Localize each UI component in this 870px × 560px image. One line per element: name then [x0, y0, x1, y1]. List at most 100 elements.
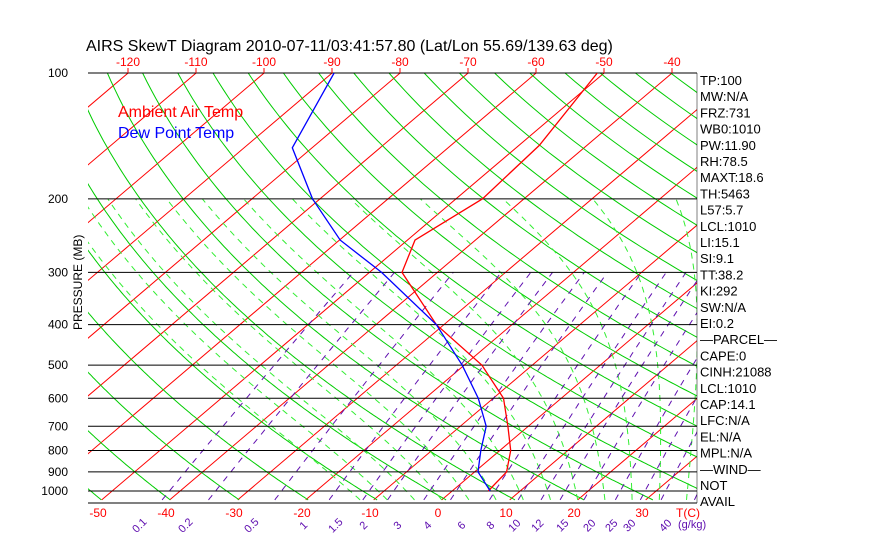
top-temp-tick-label: -70	[459, 55, 477, 69]
top-temp-tick-label: -100	[252, 55, 276, 69]
mixing-ratio-line	[450, 272, 608, 501]
mixing-ratio-tick-label: 1	[297, 519, 310, 532]
top-temp-tick-label: -110	[184, 55, 207, 69]
legend-ambient-air-temp: Ambient Air Temp	[118, 104, 243, 121]
mixing-ratio-line	[208, 272, 395, 501]
mixing-ratio-tick-label: 1.5	[326, 516, 345, 535]
isotherm-line	[88, 73, 265, 224]
bottom-temp-tick-label: -40	[157, 506, 175, 520]
dry-adiabat-line	[142, 73, 654, 501]
dry-adiabat-line	[388, 73, 697, 310]
mixing-ratio-line	[274, 272, 454, 501]
top-temp-tick-label: -40	[663, 55, 681, 69]
stat-item: MAXT:18.6	[700, 170, 764, 185]
dry-adiabat-line	[458, 73, 697, 254]
dry-adiabat-line	[106, 73, 585, 501]
isotherm-line	[88, 73, 197, 166]
mixing-ratio-tick-label: 20	[581, 517, 598, 534]
pressure-tick-label: 200	[48, 192, 68, 206]
stat-item: LCL:1010	[700, 219, 756, 234]
moist-adiabat-line	[88, 206, 388, 501]
stat-item: CAP:14.1	[700, 397, 756, 412]
moist-adiabat-line	[419, 198, 606, 500]
dry-adiabat-line	[247, 73, 697, 427]
ambient-air-temp-line	[401, 73, 598, 492]
isotherm-line	[782, 64, 870, 500]
dry-adiabat-line	[177, 73, 697, 489]
mixing-ratio-line	[614, 357, 697, 501]
dry-adiabat-line	[88, 371, 240, 501]
pressure-tick-label: 500	[48, 358, 68, 372]
bottom-temp-tick-label: -10	[361, 506, 379, 520]
mixing-ratio-line	[583, 311, 697, 501]
mixing-ratio-line	[362, 272, 532, 501]
isotherm-line	[169, 73, 673, 501]
mixing-ratio-line	[328, 272, 502, 501]
isotherm-line	[577, 397, 697, 501]
stat-item: CAPE:0	[700, 348, 746, 363]
top-temp-tick-label: -120	[116, 55, 140, 69]
dry-adiabat-line	[763, 64, 870, 500]
moist-adiabat-line	[350, 198, 579, 501]
isotherm-line	[88, 73, 469, 397]
mixing-ratio-line	[660, 431, 697, 501]
top-temp-tick-label: -50	[595, 55, 613, 69]
dry-adiabat-line	[88, 109, 516, 501]
stat-item: AVAIL	[700, 494, 735, 509]
mixing-ratio-tick-label: 3	[391, 519, 404, 532]
bottom-temp-tick-label: 20	[567, 506, 581, 520]
stat-item: TT:38.2	[700, 267, 743, 282]
dry-adiabat-line	[88, 430, 171, 501]
dry-adiabat-line	[88, 249, 378, 501]
isotherm-line	[88, 73, 537, 455]
bottom-temp-tick-label: 30	[635, 506, 649, 520]
stat-item: LI:15.1	[700, 235, 740, 250]
pressure-tick-label: 400	[48, 318, 68, 332]
stat-item: TP:100	[700, 73, 742, 88]
mixing-ratio-unit-label: (g/kg)	[678, 519, 706, 531]
stat-item: MPL:N/A	[700, 446, 752, 461]
stat-item: —WIND—	[700, 462, 761, 477]
mixing-ratio-line	[639, 396, 697, 501]
mixing-ratio-line	[540, 272, 687, 501]
dry-adiabat-line	[317, 73, 697, 367]
y-axis-label: PRESSURE (MB)	[71, 235, 85, 330]
moist-adiabat-line	[107, 198, 415, 501]
stat-item: SI:9.1	[700, 251, 734, 266]
isotherm-line	[0, 64, 71, 500]
mixing-ratio-tick-label: 0.1	[130, 516, 149, 535]
dry-adiabat-line	[797, 64, 870, 500]
isotherm-line	[509, 340, 697, 501]
moist-adiabat-line	[291, 198, 551, 501]
stat-item: FRZ:731	[700, 105, 751, 120]
mixing-ratio-tick-label: 6	[455, 519, 468, 532]
bottom-temp-tick-label: 10	[499, 506, 513, 520]
moist-adiabat-line	[675, 198, 697, 500]
dry-adiabat-line	[88, 488, 102, 501]
pressure-tick-label: 300	[48, 265, 68, 279]
isotherm-line	[0, 64, 3, 500]
stat-item: MW:N/A	[700, 89, 748, 104]
dry-adiabat-line	[88, 183, 447, 501]
stat-item: WB0:1010	[700, 122, 761, 137]
stat-item: PW:11.90	[700, 138, 756, 153]
dry-adiabat-line	[353, 73, 697, 338]
dry-adiabat-line	[832, 64, 870, 500]
dry-adiabat-line	[493, 73, 697, 226]
pressure-tick-label: 600	[48, 391, 68, 405]
mixing-ratio-tick-label: 0.2	[176, 516, 195, 535]
mixing-ratio-tick-label: 12	[529, 517, 546, 534]
pressure-tick-label: 800	[48, 443, 68, 457]
stat-item: EL:N/A	[700, 429, 742, 444]
isotherm-line	[88, 73, 333, 282]
stat-item: NOT	[700, 478, 728, 493]
stat-item: EI:0.2	[700, 316, 734, 331]
dry-adiabat-line	[88, 311, 309, 501]
stat-item: LCL:1010	[700, 381, 756, 396]
bottom-temp-tick-label: 0	[435, 506, 442, 520]
mixing-ratio-tick-label: 25	[603, 517, 620, 534]
mixing-ratio-tick-label: 0.5	[242, 516, 261, 535]
stat-item: LFC:N/A	[700, 413, 750, 428]
pressure-tick-label: 700	[48, 419, 68, 433]
